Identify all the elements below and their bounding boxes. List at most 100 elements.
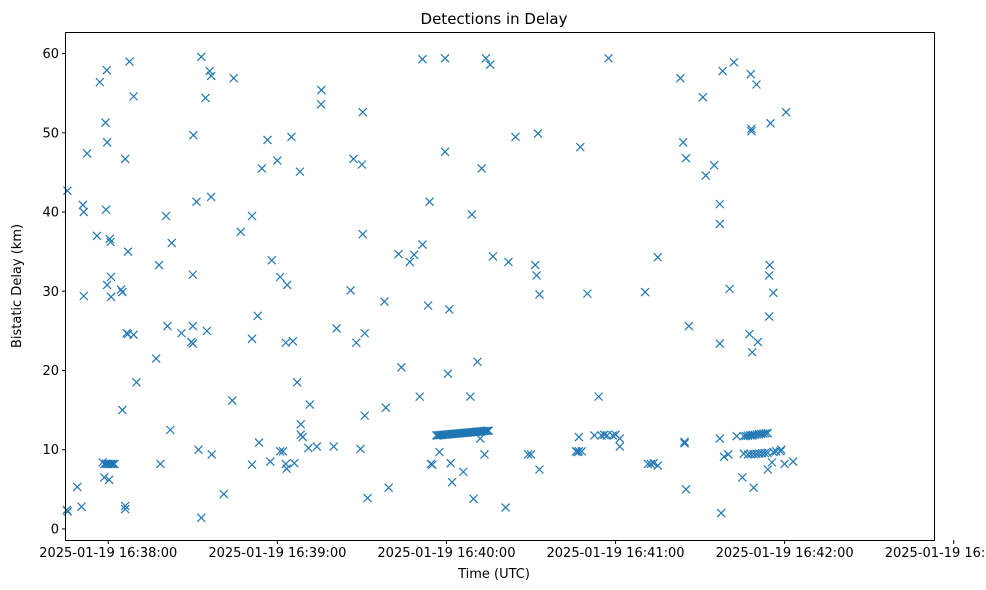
data-point <box>72 482 82 492</box>
data-point <box>265 457 275 466</box>
data-point <box>418 54 427 64</box>
x-axis-label: Time (UTC) <box>457 567 530 582</box>
data-point <box>434 447 444 457</box>
data-point <box>698 92 708 102</box>
data-point <box>488 251 498 261</box>
data-point <box>396 362 406 372</box>
data-point <box>482 426 492 436</box>
data-point <box>788 457 798 466</box>
data-point <box>574 446 584 456</box>
data-point <box>746 124 756 134</box>
x-tick-label: 2025-01-19 16:38:00 <box>39 546 177 561</box>
data-point <box>526 450 536 459</box>
data-point <box>79 207 89 217</box>
data-point <box>715 199 725 209</box>
data-point <box>484 426 494 436</box>
data-point <box>79 291 89 301</box>
data-point <box>298 432 308 442</box>
data-point <box>188 130 198 140</box>
data-point <box>440 147 450 157</box>
x-axis: 2025-01-19 16:38:00 2025-01-19 16:39:00 20… <box>39 540 986 561</box>
data-point <box>646 459 656 469</box>
data-point <box>766 118 775 128</box>
data-point <box>82 148 92 158</box>
data-point <box>295 167 305 177</box>
data-point <box>749 483 759 493</box>
data-point <box>746 69 756 79</box>
y-tick-label: 10 <box>42 443 59 458</box>
data-point <box>165 425 175 435</box>
y-axis-label: Bistatic Delay (km) <box>10 224 25 348</box>
data-point <box>473 357 482 367</box>
data-point <box>206 192 216 202</box>
data-point <box>116 285 126 295</box>
data-point <box>106 459 116 469</box>
data-point <box>120 504 130 514</box>
data-point <box>77 502 86 512</box>
data-point <box>423 301 433 310</box>
data-point <box>744 329 754 339</box>
x-tick-label: 2025-01-19 16:42:00 <box>716 546 854 561</box>
data-point <box>120 154 130 164</box>
data-point <box>530 260 540 270</box>
data-point <box>444 305 454 314</box>
data-point <box>447 477 457 487</box>
data-point <box>356 444 365 454</box>
data-point <box>771 446 781 456</box>
data-point <box>106 237 115 247</box>
data-point <box>485 60 495 70</box>
data-point <box>599 430 609 440</box>
data-point <box>715 434 725 444</box>
data-point <box>765 260 775 270</box>
data-point <box>207 450 217 459</box>
data-point <box>105 234 115 244</box>
x-tick-label: 2025-01-19 16:43:00 <box>885 546 986 561</box>
data-point <box>360 328 370 338</box>
x-tick-label: 2025-01-19 16:40:00 <box>377 546 515 561</box>
data-point <box>582 289 592 299</box>
data-point <box>394 249 403 259</box>
data-point <box>781 107 791 117</box>
data-point <box>680 437 690 447</box>
data-point <box>227 396 237 405</box>
data-point <box>272 156 282 165</box>
data-point <box>443 369 453 379</box>
data-point <box>746 126 756 136</box>
data-point <box>776 445 786 455</box>
data-point <box>188 339 198 348</box>
data-point <box>101 118 110 127</box>
data-point <box>649 458 659 468</box>
data-point <box>296 419 306 429</box>
data-point <box>767 457 777 467</box>
data-point <box>719 452 729 462</box>
data-point <box>752 80 761 89</box>
data-point <box>177 328 186 338</box>
data-point <box>62 186 72 196</box>
data-point <box>465 392 475 402</box>
data-point <box>480 450 489 459</box>
data-point <box>761 428 770 438</box>
data-point <box>768 288 778 298</box>
y-tick-label: 40 <box>42 206 59 221</box>
data-point <box>281 338 291 348</box>
data-point <box>282 280 292 290</box>
data-point <box>229 73 239 83</box>
data-point <box>102 137 112 147</box>
data-point <box>349 154 358 164</box>
y-tick-label: 50 <box>42 126 59 141</box>
data-point <box>458 467 468 477</box>
data-point <box>681 484 691 494</box>
data-point <box>154 260 164 270</box>
data-point <box>123 247 133 257</box>
y-tick-label: 60 <box>42 47 59 62</box>
data-point <box>729 57 739 67</box>
data-point <box>201 93 210 103</box>
y-tick-label: 0 <box>51 522 59 537</box>
data-point <box>312 442 322 451</box>
data-point <box>117 287 127 297</box>
data-point <box>680 438 690 448</box>
data-point <box>101 205 111 215</box>
data-point <box>716 508 726 518</box>
data-point <box>763 428 773 438</box>
